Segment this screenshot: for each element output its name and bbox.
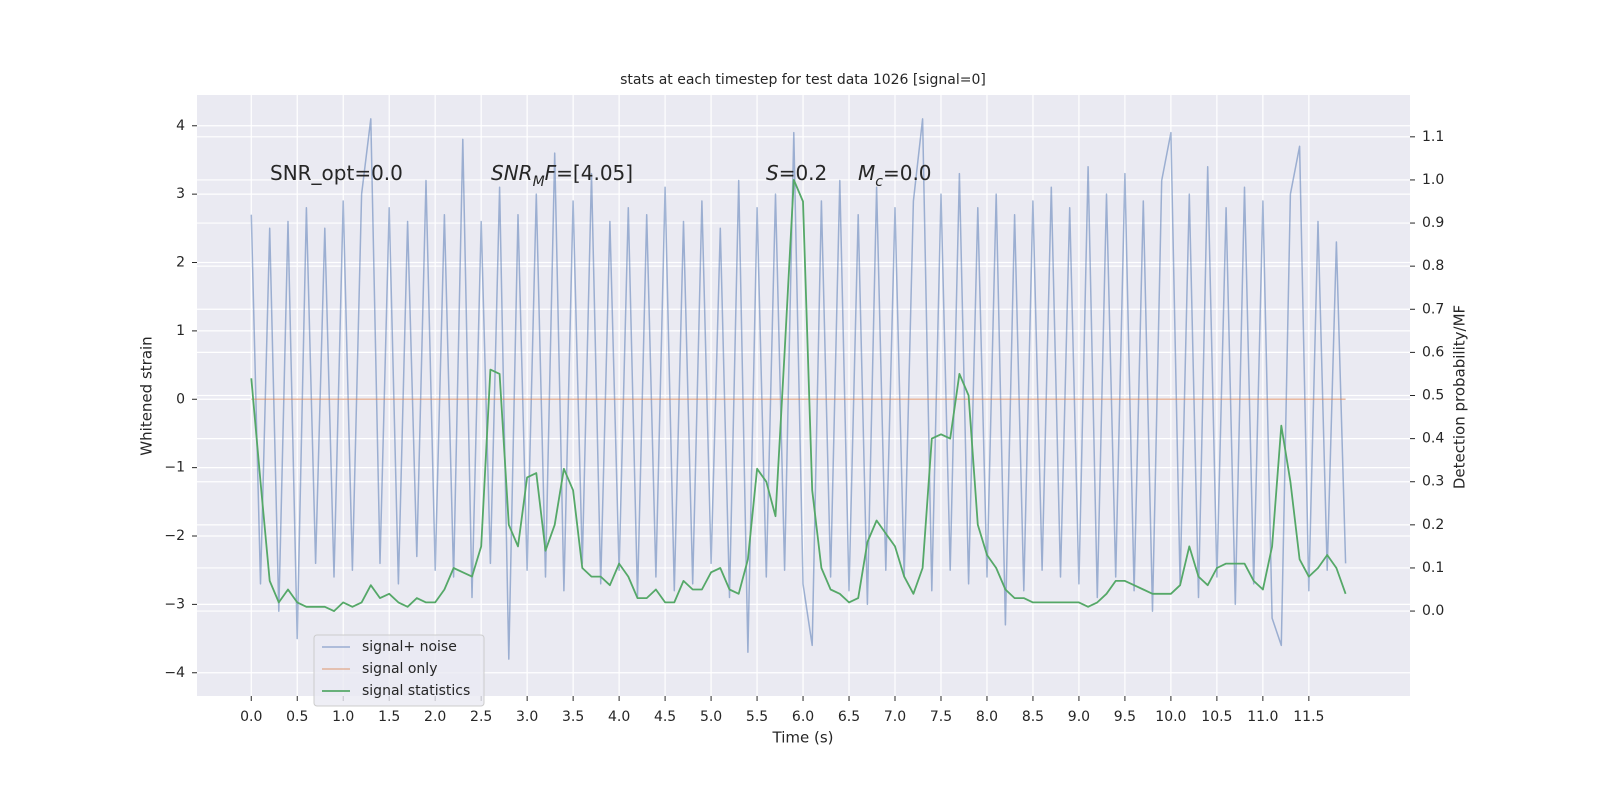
legend: signal+ noise signal only signal statistic… <box>313 634 485 707</box>
x-tick-label: 11.0 <box>1247 709 1278 725</box>
y2-tick-label: 0.4 <box>1422 431 1444 447</box>
x-tick-label: 4.0 <box>608 709 630 725</box>
x-tick-label: 2.5 <box>470 709 492 725</box>
y2-tick-label: 0.3 <box>1422 474 1444 490</box>
x-tick-label: 7.0 <box>884 709 906 725</box>
x-tick-label: 3.5 <box>562 709 584 725</box>
y-tick-label: −3 <box>164 596 185 612</box>
y2-tick-label: 0.0 <box>1422 603 1444 619</box>
x-tick-label: 10.5 <box>1201 709 1232 725</box>
legend-label: signal only <box>362 661 437 677</box>
marks <box>250 118 1347 660</box>
y2-tick-label: 0.1 <box>1422 560 1444 576</box>
x-tick-label: 5.0 <box>700 709 722 725</box>
y-tick-label: −2 <box>164 528 185 544</box>
annotation-part: =[4.05] <box>556 161 633 185</box>
annotation-part: M <box>858 161 875 185</box>
x-tick-label: 5.5 <box>746 709 768 725</box>
x-tick-label: 4.5 <box>654 709 676 725</box>
x-tick-label: 6.0 <box>792 709 814 725</box>
x-tick-label: 11.5 <box>1293 709 1324 725</box>
y2-tick-label: 1.0 <box>1422 172 1444 188</box>
x-tick-label: 3.0 <box>516 709 538 725</box>
legend-label: signal statistics <box>362 683 470 699</box>
x-tick-label: 2.0 <box>424 709 446 725</box>
y2-tick-label: 0.5 <box>1422 388 1444 404</box>
x-tick-label: 0.0 <box>240 709 262 725</box>
y-tick-label: 0 <box>176 391 185 407</box>
y-tick-label: −1 <box>164 460 185 476</box>
annotation-part: M <box>533 174 545 190</box>
x-tick-label: 8.5 <box>1022 709 1044 725</box>
y2-tick-label: 0.2 <box>1422 517 1444 533</box>
series-line <box>250 118 1347 660</box>
annotation-part: =0.2 <box>779 161 828 185</box>
axes: 0.0 0.5 1.0 1.5 2.0 2.5 3.0 3.5 4.0 4.5 5.0 5.5 6.0 6… <box>164 118 1444 725</box>
annotation-part: F <box>545 161 557 185</box>
y2-tick-label: 0.9 <box>1422 215 1444 231</box>
x-tick-label: 8.0 <box>976 709 998 725</box>
y2-tick-label: 0.6 <box>1422 344 1444 360</box>
annotation-part: SNR_opt=0.0 <box>270 161 403 185</box>
annotation-part: S <box>766 161 779 185</box>
x-axis-label: Time (s) <box>772 729 834 747</box>
y-tick-label: −4 <box>164 665 185 681</box>
x-tick-label: 0.5 <box>286 709 308 725</box>
annotation: SNRMF=[4.05] <box>491 161 633 191</box>
annotations: SNR_opt=0.0 SNRMF=[4.05] S=0.2 Mc=0.0 <box>270 161 932 191</box>
y2-axis-label: Detection probability/MF <box>1451 305 1469 489</box>
annotation-part: c <box>875 174 883 190</box>
series-line <box>250 179 1347 612</box>
y2-tick-label: 0.8 <box>1422 258 1444 274</box>
annotation: Mc=0.0 <box>858 161 932 191</box>
x-tick-label: 10.0 <box>1155 709 1186 725</box>
y-tick-label: 3 <box>176 186 185 202</box>
y-tick-label: 2 <box>176 255 185 271</box>
x-tick-label: 9.0 <box>1068 709 1090 725</box>
x-tick-label: 1.5 <box>378 709 400 725</box>
x-tick-label: 9.5 <box>1114 709 1136 725</box>
annotation-part: SNR <box>491 161 533 185</box>
y-axis-label: Whitened strain <box>138 336 156 455</box>
annotation-part: =0.0 <box>883 161 932 185</box>
annotation: S=0.2 <box>766 161 827 185</box>
chart-title: stats at each timestep for test data 102… <box>620 72 986 88</box>
x-tick-label: 1.0 <box>332 709 354 725</box>
legend-label: signal+ noise <box>362 639 457 655</box>
y2-tick-label: 1.1 <box>1422 129 1444 145</box>
y-tick-label: 1 <box>176 323 185 339</box>
x-tick-label: 6.5 <box>838 709 860 725</box>
annotation: SNR_opt=0.0 <box>270 161 403 185</box>
x-tick-label: 7.5 <box>930 709 952 725</box>
y-tick-label: 4 <box>176 118 185 134</box>
legend-box <box>313 634 485 707</box>
y2-tick-label: 0.7 <box>1422 301 1444 317</box>
